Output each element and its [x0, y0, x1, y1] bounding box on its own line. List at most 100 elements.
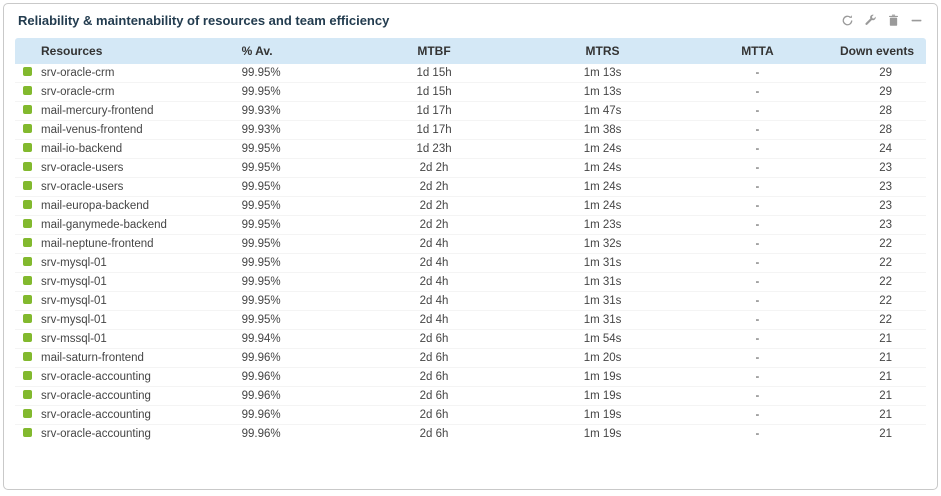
table-row: mail-mercury-frontend 99.93% 1d 17h 1m 47s -…: [15, 101, 926, 121]
widget-header: Reliability & maintenability of resource…: [4, 4, 937, 36]
mtta-cell: -: [689, 329, 826, 349]
table-row: mail-europa-backend 99.95% 2d 2h 1m 24s -23: [15, 196, 926, 216]
mtrs-cell: 1m 54s: [516, 329, 690, 349]
availability-cell: 99.95%: [233, 158, 353, 178]
resource-cell: srv-oracle-accounting: [15, 367, 234, 387]
mtrs-cell: 1m 13s: [516, 64, 690, 83]
resource-cell: mail-venus-frontend: [15, 120, 234, 140]
mtrs-cell: 1m 31s: [516, 272, 690, 292]
down-events-cell: 29: [825, 64, 926, 83]
refresh-icon[interactable]: [840, 14, 854, 28]
mtta-cell: -: [689, 139, 826, 159]
status-ok-icon: [23, 162, 32, 172]
minimize-icon[interactable]: [909, 14, 923, 28]
resource-cell: srv-mysql-01: [15, 291, 234, 311]
mtbf-cell: 2d 2h: [352, 177, 517, 197]
mtbf-cell: 2d 6h: [352, 329, 517, 349]
mtbf-cell: 2d 2h: [352, 158, 517, 178]
down-events-cell: 28: [825, 120, 926, 140]
widget-title: Reliability & maintenability of resource…: [18, 13, 390, 28]
availability-cell: 99.94%: [233, 329, 353, 349]
mtrs-cell: 1m 31s: [516, 310, 690, 330]
resource-cell: srv-oracle-crm: [15, 82, 234, 102]
trash-icon[interactable]: [886, 14, 900, 28]
table-container: Resources % Av. MTBF MTRS MTTA Down even…: [15, 38, 926, 443]
table-row: srv-oracle-accounting 99.96% 2d 6h 1m 19s -2…: [15, 386, 926, 406]
widget-toolbar: [840, 14, 923, 28]
mtrs-cell: 1m 19s: [516, 367, 690, 387]
column-header-down-events: Down events: [825, 38, 926, 64]
down-events-cell: 29: [825, 82, 926, 102]
resource-name: srv-oracle-crm: [41, 86, 115, 98]
column-header-resources: Resources: [15, 38, 234, 64]
availability-cell: 99.93%: [233, 101, 353, 121]
table-row: mail-saturn-frontend 99.96% 2d 6h 1m 20s -21: [15, 348, 926, 368]
down-events-cell: 21: [825, 329, 926, 349]
mtta-cell: -: [689, 348, 826, 368]
status-ok-icon: [23, 67, 32, 77]
mtrs-cell: 1m 19s: [516, 405, 690, 425]
column-header-availability: % Av.: [233, 38, 353, 64]
mtbf-cell: 1d 23h: [352, 139, 517, 159]
mtta-cell: -: [755, 428, 760, 440]
resource-name: srv-mysql-01: [41, 314, 107, 326]
availability-cell: 99.96%: [233, 367, 353, 387]
resource-name: mail-ganymede-backend: [41, 219, 167, 231]
down-events-cell: 21: [825, 405, 926, 425]
mtta-cell: -: [689, 101, 826, 121]
status-ok-icon: [23, 257, 32, 267]
availability-cell: 99.96%: [233, 348, 353, 368]
resource-cell: srv-mysql-01: [15, 272, 234, 292]
availability-cell: 99.95%: [233, 177, 353, 197]
availability-cell: 99.95%: [233, 234, 353, 254]
down-events-cell: 22: [825, 253, 926, 273]
resource-name: srv-mysql-01: [41, 276, 107, 288]
resource-name: srv-oracle-accounting: [41, 428, 151, 440]
mtbf-cell: 2d 4h: [352, 272, 517, 292]
mtta-cell: -: [689, 158, 826, 178]
mtta-cell: -: [689, 253, 826, 273]
table-row: srv-oracle-users 99.95% 2d 2h 1m 24s -23: [15, 177, 926, 197]
mtrs-cell: 1m 24s: [516, 139, 690, 159]
mtbf-cell: 2d 6h: [352, 386, 517, 406]
status-ok-icon: [23, 143, 32, 153]
availability-cell: 99.96%: [233, 386, 353, 406]
resource-name: srv-oracle-users: [41, 181, 124, 193]
mtta-cell: -: [689, 120, 826, 140]
mtrs-cell: 1m 24s: [516, 177, 690, 197]
wrench-icon[interactable]: [863, 14, 877, 28]
mtbf-cell: 2d 6h: [352, 405, 517, 425]
status-ok-icon: [23, 295, 32, 305]
down-events-cell: 28: [825, 101, 926, 121]
table-row: srv-mysql-01 99.95% 2d 4h 1m 31s -22: [15, 272, 926, 292]
table-row: srv-oracle-crm 99.95% 1d 15h 1m 13s -29: [15, 64, 926, 83]
availability-cell: 99.93%: [233, 120, 353, 140]
status-ok-icon: [23, 333, 32, 343]
resource-name: srv-oracle-accounting: [41, 409, 151, 421]
mtbf-cell: 2d 2h: [352, 196, 517, 216]
down-events-cell: 23: [825, 158, 926, 178]
mtta-cell: -: [689, 405, 826, 425]
mtbf-cell: 2d 2h: [352, 215, 517, 235]
resource-name: srv-oracle-crm: [41, 67, 115, 79]
down-events-cell: 21: [879, 428, 892, 440]
status-ok-icon: [23, 200, 32, 210]
status-ok-icon: [23, 276, 32, 286]
availability-cell: 99.95%: [233, 272, 353, 292]
mtbf-cell: 2d 6h: [352, 348, 517, 368]
resource-name: srv-oracle-users: [41, 162, 124, 174]
availability-cell: 99.95%: [233, 196, 353, 216]
table-row: srv-oracle-accounting 99.96% 2d 6h 1m 19s -2…: [15, 367, 926, 387]
status-ok-icon: [23, 86, 32, 96]
availability-cell: 99.96%: [241, 428, 281, 440]
mtrs-cell: 1m 20s: [516, 348, 690, 368]
mtbf-cell: 2d 6h: [419, 428, 449, 440]
resource-cell: mail-saturn-frontend: [15, 348, 234, 368]
mtbf-cell: 2d 4h: [352, 310, 517, 330]
resource-cell: srv-oracle-users: [15, 177, 234, 197]
mtbf-cell: 2d 4h: [352, 253, 517, 273]
mtrs-cell: 1m 19s: [516, 386, 690, 406]
status-ok-icon: [23, 352, 32, 362]
table-row: srv-oracle-accounting 99.96% 2d 6h 1m 19s -2…: [15, 405, 926, 425]
down-events-cell: 21: [825, 348, 926, 368]
